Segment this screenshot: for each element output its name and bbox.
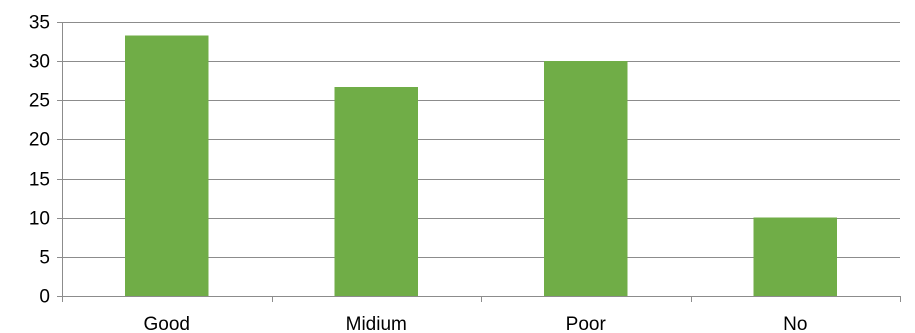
y-tick-label-35: 35 bbox=[29, 13, 50, 34]
x-tick-label-no: No bbox=[783, 314, 807, 333]
axes bbox=[57, 22, 901, 302]
x-axis-tick-labels: Good Midium Poor No bbox=[144, 314, 808, 333]
y-tick-label-25: 25 bbox=[29, 91, 50, 112]
y-tick-label-20: 20 bbox=[29, 130, 50, 151]
y-axis-tick-labels: 0 5 10 15 20 25 30 35 bbox=[29, 13, 50, 308]
bar-good bbox=[124, 35, 209, 297]
bar-poor bbox=[543, 61, 628, 297]
bars bbox=[124, 35, 838, 297]
x-tick-label-good: Good bbox=[144, 314, 190, 333]
y-tick-label-15: 15 bbox=[29, 170, 50, 191]
y-tick-label-30: 30 bbox=[29, 52, 50, 73]
bar-no bbox=[753, 217, 838, 296]
y-tick-label-10: 10 bbox=[29, 209, 50, 230]
y-tick-label-5: 5 bbox=[39, 248, 50, 269]
x-tick-label-poor: Poor bbox=[566, 314, 607, 333]
x-tick-label-midium: Midium bbox=[346, 314, 407, 333]
bar-midium bbox=[334, 86, 419, 296]
y-tick-label-0: 0 bbox=[39, 287, 50, 308]
